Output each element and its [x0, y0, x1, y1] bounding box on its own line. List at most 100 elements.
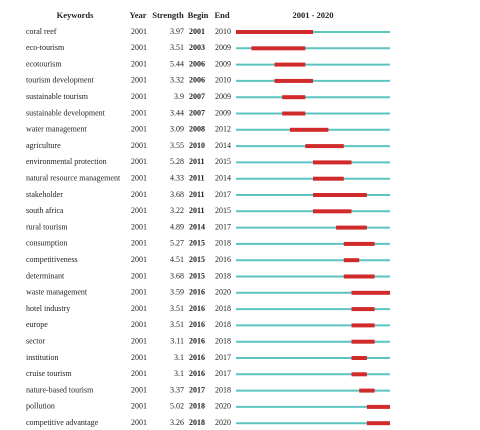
strength: 3.68 — [170, 271, 184, 280]
end: 2009 — [215, 92, 231, 101]
strength: 3.37 — [170, 385, 184, 394]
begin: 2006 — [189, 59, 205, 68]
burst-bar — [313, 193, 367, 197]
keyword: competitive advantage — [26, 418, 99, 427]
end: 2020 — [215, 402, 231, 411]
year: 2001 — [131, 239, 147, 248]
year: 2001 — [131, 255, 147, 264]
end: 2010 — [215, 76, 231, 85]
begin: 2016 — [189, 320, 205, 329]
end: 2014 — [215, 141, 231, 150]
burst-bar — [343, 241, 375, 246]
strength: 3.1 — [174, 369, 184, 378]
end: 2009 — [215, 43, 231, 52]
end: 2017 — [215, 353, 231, 362]
end: 2009 — [215, 59, 231, 68]
keyword: sector — [26, 337, 45, 346]
keyword: coral reef — [26, 27, 57, 36]
keyword: stakeholder — [26, 190, 63, 199]
begin: 2007 — [189, 92, 205, 101]
strength: 3.97 — [170, 27, 184, 36]
year: 2001 — [131, 353, 147, 362]
strength: 5.02 — [170, 402, 184, 411]
burst-bar — [274, 78, 313, 83]
begin: 2011 — [189, 190, 205, 199]
begin: 2003 — [189, 43, 205, 52]
begin: 2008 — [189, 125, 205, 134]
keyword: institution — [26, 353, 58, 362]
strength: 3.44 — [170, 108, 184, 117]
end: 2017 — [215, 190, 231, 199]
year: 2001 — [131, 337, 147, 346]
begin: 2016 — [189, 288, 205, 297]
burst-bar — [351, 290, 390, 295]
year: 2001 — [131, 141, 147, 150]
begin: 2011 — [189, 206, 205, 215]
strength: 5.44 — [170, 59, 184, 68]
keyword: ecotourism — [26, 59, 62, 68]
keyword: eco-tourism — [26, 43, 65, 52]
keyword: environmental protection — [26, 157, 107, 166]
strength: 3.1 — [174, 353, 184, 362]
keyword: cruise tourism — [26, 369, 72, 378]
strength: 3.09 — [170, 125, 184, 134]
burst-bar — [351, 307, 375, 312]
end: 2018 — [215, 320, 231, 329]
end: 2016 — [215, 255, 231, 264]
year: 2001 — [131, 206, 147, 215]
begin: 2018 — [189, 418, 205, 427]
strength: 4.33 — [170, 174, 184, 183]
begin: 2011 — [189, 157, 205, 166]
header-end: End — [214, 10, 229, 20]
begin: 2015 — [189, 255, 205, 264]
year: 2001 — [131, 125, 147, 134]
keyword: tourism development — [26, 76, 95, 85]
end: 2009 — [215, 108, 231, 117]
strength: 3.59 — [170, 288, 184, 297]
burst-bar — [289, 127, 329, 132]
keyword: nature-based tourism — [26, 385, 94, 394]
year: 2001 — [131, 174, 147, 183]
keyword: competitiveness — [26, 255, 78, 264]
year: 2001 — [131, 190, 147, 199]
begin: 2010 — [189, 141, 205, 150]
strength: 3.55 — [170, 141, 184, 150]
end: 2018 — [215, 271, 231, 280]
strength: 4.51 — [170, 255, 184, 264]
burst-bar — [251, 46, 306, 51]
end: 2018 — [215, 304, 231, 313]
begin: 2001 — [189, 27, 205, 36]
burst-bar — [351, 339, 375, 344]
year: 2001 — [131, 222, 147, 231]
strength: 5.28 — [170, 157, 184, 166]
burst-bar — [366, 404, 390, 409]
begin: 2016 — [189, 369, 205, 378]
burst-bar — [236, 30, 313, 34]
keyword: consumption — [26, 239, 67, 248]
burst-bar — [343, 274, 375, 279]
strength: 3.51 — [170, 43, 184, 52]
year: 2001 — [131, 43, 147, 52]
burst-bar — [282, 95, 306, 100]
begin: 2006 — [189, 76, 205, 85]
burst-bar — [313, 176, 344, 181]
keyword: south africa — [26, 206, 64, 215]
year: 2001 — [131, 304, 147, 313]
end: 2018 — [215, 385, 231, 394]
header-timeline: 2001 - 2020 — [292, 10, 333, 20]
year: 2001 — [131, 418, 147, 427]
strength: 5.27 — [170, 239, 184, 248]
year: 2001 — [131, 271, 147, 280]
burst-bar — [343, 258, 360, 263]
burst-bar — [313, 209, 352, 214]
end: 2017 — [215, 369, 231, 378]
strength: 3.32 — [170, 76, 184, 85]
burst-bar — [351, 356, 367, 360]
begin: 2016 — [189, 337, 205, 346]
begin: 2017 — [189, 385, 205, 394]
end: 2015 — [215, 157, 231, 166]
burst-bar — [336, 225, 367, 230]
end: 2015 — [215, 206, 231, 215]
end: 2018 — [215, 337, 231, 346]
header-keywords: Keywords — [57, 10, 95, 20]
